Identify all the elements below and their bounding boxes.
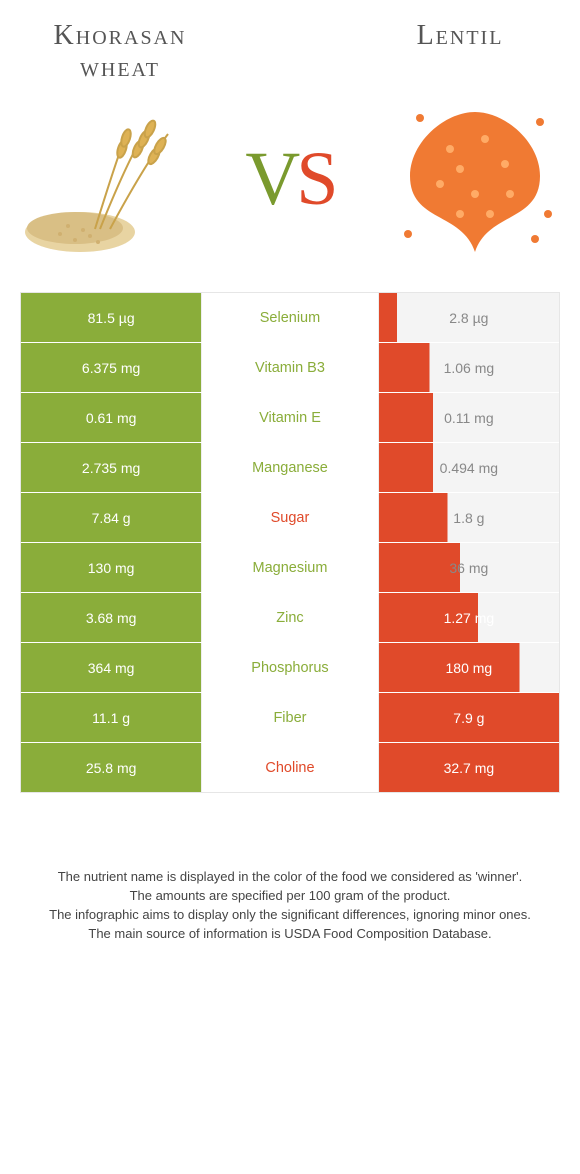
footer-line: The nutrient name is displayed in the co… xyxy=(20,868,560,887)
table-row: 81.5 µgSelenium2.8 µg xyxy=(21,292,559,342)
nutrient-name: Fiber xyxy=(201,693,379,742)
right-value-cell: 7.9 g xyxy=(379,693,559,742)
nutrient-table: 81.5 µgSelenium2.8 µg6.375 mgVitamin B31… xyxy=(20,292,560,793)
left-value-cell: 11.1 g xyxy=(21,693,201,742)
left-value-cell: 2.735 mg xyxy=(21,443,201,492)
right-value-cell: 32.7 mg xyxy=(379,743,559,792)
images-row: VS xyxy=(20,94,560,264)
footer-notes: The nutrient name is displayed in the co… xyxy=(0,868,580,963)
table-row: 2.735 mgManganese0.494 mg xyxy=(21,442,559,492)
table-row: 364 mgPhosphorus180 mg xyxy=(21,642,559,692)
nutrient-name: Vitamin B3 xyxy=(201,343,379,392)
table-row: 7.84 gSugar1.8 g xyxy=(21,492,559,542)
left-value-cell: 6.375 mg xyxy=(21,343,201,392)
right-value-cell: 0.11 mg xyxy=(379,393,559,442)
left-value-cell: 25.8 mg xyxy=(21,743,201,792)
right-value-cell: 1.27 mg xyxy=(379,593,559,642)
nutrient-name: Magnesium xyxy=(201,543,379,592)
table-row: 25.8 mgCholine32.7 mg xyxy=(21,742,559,792)
left-value-cell: 3.68 mg xyxy=(21,593,201,642)
nutrient-name: Zinc xyxy=(201,593,379,642)
left-value-cell: 130 mg xyxy=(21,543,201,592)
right-food-image xyxy=(390,94,560,264)
header: Khorasan wheat Lentil xyxy=(20,20,560,84)
nutrient-name: Selenium xyxy=(201,293,379,342)
footer-line: The main source of information is USDA F… xyxy=(20,925,560,944)
vs-v: V xyxy=(245,136,296,223)
nutrient-name: Sugar xyxy=(201,493,379,542)
right-value-cell: 180 mg xyxy=(379,643,559,692)
table-row: 3.68 mgZinc1.27 mg xyxy=(21,592,559,642)
footer-line: The infographic aims to display only the… xyxy=(20,906,560,925)
left-food-image xyxy=(20,94,190,264)
left-value-cell: 7.84 g xyxy=(21,493,201,542)
left-value-cell: 364 mg xyxy=(21,643,201,692)
nutrient-name: Manganese xyxy=(201,443,379,492)
table-row: 130 mgMagnesium36 mg xyxy=(21,542,559,592)
table-row: 0.61 mgVitamin E0.11 mg xyxy=(21,392,559,442)
nutrient-name: Phosphorus xyxy=(201,643,379,692)
nutrient-name: Choline xyxy=(201,743,379,792)
right-value-cell: 0.494 mg xyxy=(379,443,559,492)
left-food-title: Khorasan wheat xyxy=(20,20,220,84)
nutrient-name: Vitamin E xyxy=(201,393,379,442)
right-value-cell: 36 mg xyxy=(379,543,559,592)
table-row: 11.1 gFiber7.9 g xyxy=(21,692,559,742)
right-food-title: Lentil xyxy=(360,20,560,52)
right-value-cell: 2.8 µg xyxy=(379,293,559,342)
left-value-cell: 0.61 mg xyxy=(21,393,201,442)
vs-label: VS xyxy=(245,136,334,223)
footer-line: The amounts are specified per 100 gram o… xyxy=(20,887,560,906)
left-value-cell: 81.5 µg xyxy=(21,293,201,342)
vs-s: S xyxy=(296,136,334,223)
right-value-cell: 1.8 g xyxy=(379,493,559,542)
table-row: 6.375 mgVitamin B31.06 mg xyxy=(21,342,559,392)
right-value-cell: 1.06 mg xyxy=(379,343,559,392)
